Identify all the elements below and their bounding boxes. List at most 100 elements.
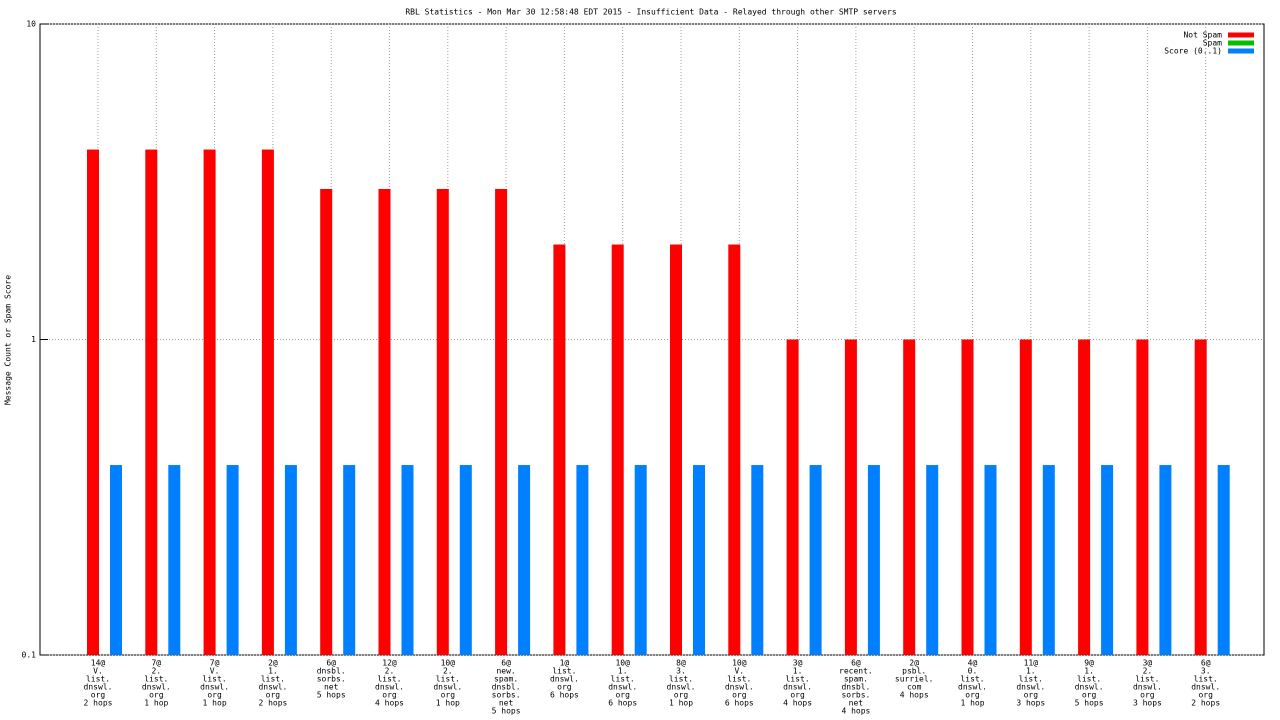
x-tick-label: 1.: [1084, 667, 1094, 676]
x-tick-label: list.: [669, 675, 693, 684]
bar: [203, 149, 216, 655]
x-tick-label: 3.: [1201, 667, 1211, 676]
x-tick-label: 2 hops: [258, 699, 287, 708]
bar: [320, 188, 333, 655]
x-tick-label: 10@: [732, 659, 747, 668]
x-tick-label: 4 hops: [375, 699, 404, 708]
bar: [1194, 339, 1207, 655]
x-tick-label: 1 hop: [960, 699, 984, 708]
x-tick-label: org: [790, 691, 805, 700]
x-tick-label: dnswl.: [433, 683, 462, 692]
bar: [553, 244, 566, 656]
x-tick-label: dnswl.: [550, 675, 579, 684]
x-tick-label: 2 hops: [84, 699, 113, 708]
x-tick-label: org: [557, 683, 572, 692]
x-tick-label: dnswl.: [84, 683, 113, 692]
x-tick-label: dnswl.: [375, 683, 404, 692]
x-tick-label: list.: [611, 675, 635, 684]
x-tick-label: 7@: [151, 659, 161, 668]
x-tick-label: dnsbl.: [317, 667, 346, 676]
x-tick-label: list.: [86, 675, 110, 684]
chart-title: RBL Statistics - Mon Mar 30 12:58:48 EDT…: [405, 8, 896, 17]
bar: [1217, 465, 1230, 655]
x-tick-label: 1.: [268, 667, 278, 676]
x-tick-label: 2 hops: [1191, 699, 1220, 708]
bar: [436, 188, 449, 655]
x-tick-label: list.: [960, 675, 984, 684]
y-tick-label: 10: [26, 20, 36, 29]
bar: [110, 465, 122, 655]
x-tick-label: list.: [377, 675, 401, 684]
x-tick-label: 6 hops: [608, 699, 637, 708]
y-tick-label: 0.1: [22, 651, 37, 660]
x-tick-label: dnsbl.: [492, 683, 521, 692]
x-tick-label: 3@: [1143, 659, 1153, 668]
x-tick-label: dnswl.: [1016, 683, 1045, 692]
x-tick-label: 10@: [615, 659, 630, 668]
x-tick-label: 14@: [91, 659, 106, 668]
x-tick-label: dnswl.: [142, 683, 171, 692]
x-tick-label: 3@: [793, 659, 803, 668]
bar: [867, 465, 880, 655]
x-tick-label: 5 hops: [1075, 699, 1104, 708]
bar: [261, 149, 274, 655]
x-tick-label: 6@: [851, 659, 861, 668]
x-tick-label: org: [1198, 691, 1213, 700]
x-tick-label: org: [965, 691, 980, 700]
x-tick-label: 10@: [441, 659, 456, 668]
x-tick-label: 5 hops: [317, 691, 346, 700]
x-tick-label: 8@: [676, 659, 686, 668]
legend-label: Spam: [1203, 39, 1222, 48]
x-tick-label: list.: [1077, 675, 1101, 684]
x-tick-label: 2.: [443, 667, 453, 676]
x-tick-label: org: [1082, 691, 1097, 700]
x-tick-label: 6 hops: [550, 691, 579, 700]
x-tick-label: org: [1140, 691, 1155, 700]
x-tick-label: 3.: [676, 667, 686, 676]
x-tick-label: 1@: [560, 659, 570, 668]
legend-swatch: [1228, 40, 1254, 46]
x-tick-label: 2.: [151, 667, 161, 676]
bar: [1101, 465, 1114, 655]
x-tick-label: sorbs.: [317, 675, 346, 684]
bar: [786, 339, 799, 655]
x-tick-label: dnswl.: [608, 683, 637, 692]
bar: [1019, 339, 1032, 655]
bar: [495, 188, 508, 655]
x-tick-label: 4 hops: [841, 707, 870, 716]
x-tick-label: spam.: [844, 675, 868, 684]
bar: [611, 244, 624, 656]
x-tick-label: 2.: [385, 667, 395, 676]
x-tick-label: com: [907, 683, 922, 692]
bar: [1078, 339, 1091, 655]
x-tick-label: list.: [203, 675, 227, 684]
x-tick-label: net: [499, 699, 514, 708]
x-tick-label: dnswl.: [258, 683, 287, 692]
x-tick-label: 6@: [1201, 659, 1211, 668]
legend-label: Score (0..1): [1164, 47, 1222, 56]
x-tick-label: spam.: [494, 675, 518, 684]
x-tick-label: sorbs.: [841, 691, 870, 700]
x-tick-label: dnswl.: [1133, 683, 1162, 692]
x-tick-label: list.: [1135, 675, 1159, 684]
x-tick-label: 6@: [326, 659, 336, 668]
x-tick-label: dnswl.: [1075, 683, 1104, 692]
bar: [518, 465, 531, 655]
x-tick-label: new.: [496, 667, 515, 676]
x-tick-label: org: [382, 691, 397, 700]
x-tick-label: list.: [1019, 675, 1043, 684]
x-tick-label: dnswl.: [958, 683, 987, 692]
x-tick-label: dnswl.: [667, 683, 696, 692]
x-tick-label: org: [441, 691, 456, 700]
y-tick-label: 1: [31, 335, 36, 344]
x-tick-label: org: [266, 691, 281, 700]
x-tick-label: org: [615, 691, 630, 700]
y-axis-label: Message Count or Spam Score: [4, 275, 13, 405]
x-tick-label: 2.: [1143, 667, 1153, 676]
x-tick-label: V.: [734, 667, 744, 676]
bar: [1136, 339, 1149, 655]
x-tick-label: 12@: [382, 659, 397, 668]
x-tick-label: 4 hops: [783, 699, 812, 708]
x-tick-label: 4@: [968, 659, 978, 668]
